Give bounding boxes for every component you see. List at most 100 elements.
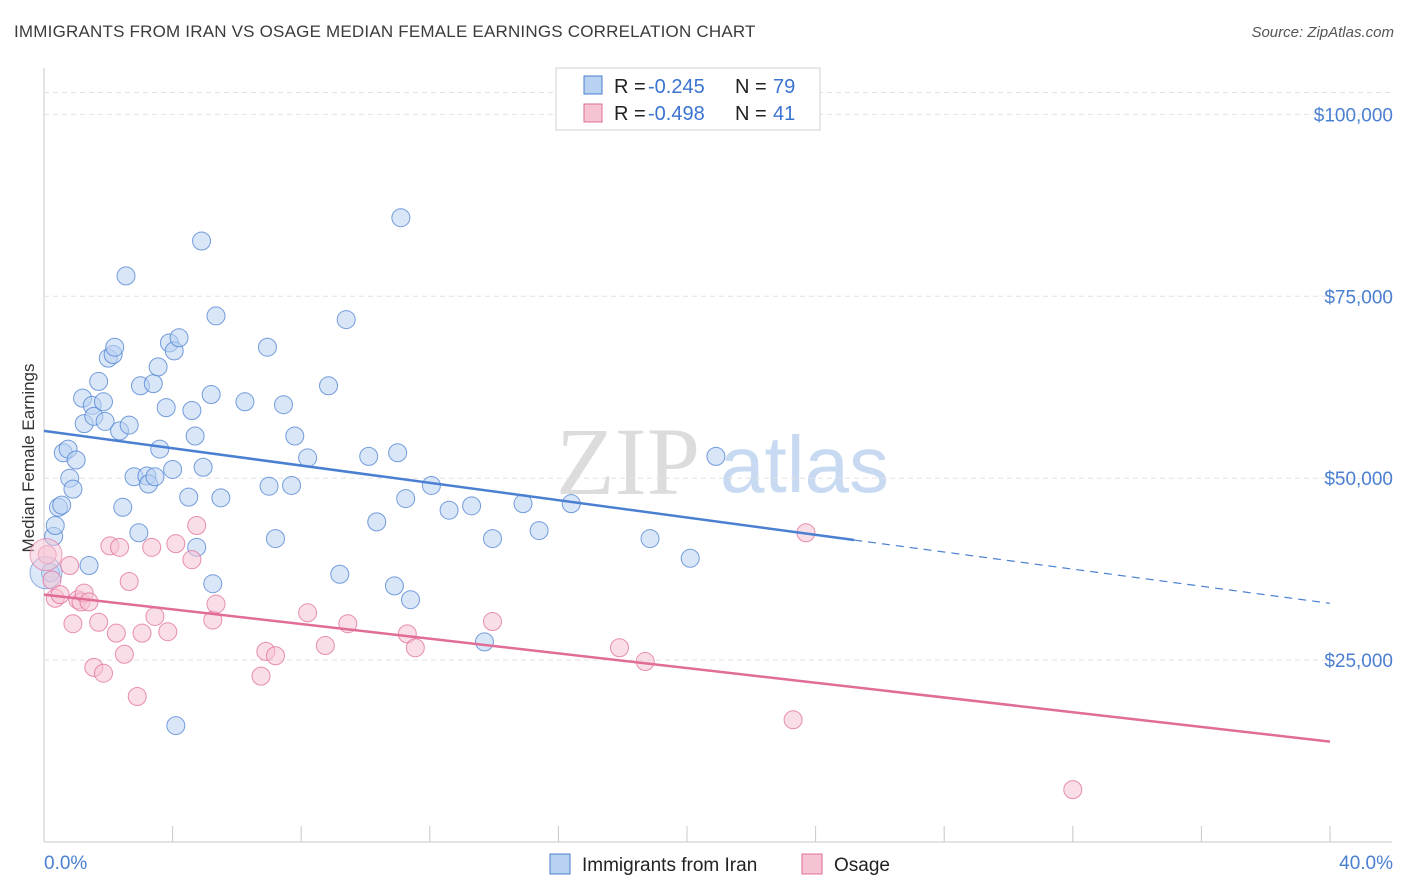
- watermark-zip: ZIP: [556, 408, 700, 515]
- iran-point: [274, 395, 294, 415]
- iran-point: [113, 497, 133, 517]
- iran-point: [384, 576, 404, 596]
- iran-point: [66, 450, 86, 470]
- iran-point: [79, 556, 99, 576]
- y-tick-label: $75,000: [1324, 287, 1393, 308]
- iran-point: [201, 385, 221, 405]
- osage-point: [1063, 780, 1083, 800]
- iran-point: [116, 266, 136, 286]
- y-tick-labels: $25,000 $50,000 $75,000 $100,000: [1314, 105, 1393, 672]
- osage-point: [127, 686, 147, 706]
- osage-point: [29, 538, 63, 572]
- source-label: Source: ZipAtlas.com: [1251, 24, 1394, 41]
- iran-point: [401, 590, 421, 610]
- legend-bottom: Immigrants from Iran Osage: [549, 853, 890, 876]
- chart-title: IMMIGRANTS FROM IRAN VS OSAGE MEDIAN FEM…: [14, 22, 756, 41]
- watermark-atlas: atlas: [720, 420, 889, 509]
- iran-point: [119, 415, 139, 435]
- osage-point: [298, 603, 318, 623]
- legend-n-value-1: 79: [773, 76, 795, 98]
- iran-point: [182, 401, 202, 421]
- iran-point: [282, 475, 302, 495]
- osage-point: [315, 636, 335, 656]
- osage-point: [187, 515, 207, 535]
- iran-point: [93, 392, 113, 412]
- iran-point: [482, 529, 502, 549]
- iran-point: [265, 529, 285, 549]
- osage-point: [145, 606, 165, 626]
- osage-point: [42, 570, 62, 590]
- osage-point: [251, 666, 271, 686]
- iran-point: [156, 398, 176, 418]
- bottom-swatch-osage: [801, 853, 823, 875]
- iran-point: [474, 632, 494, 652]
- iran-point: [257, 337, 277, 357]
- iran-point: [163, 459, 183, 479]
- legend-n-label-2: N =: [735, 103, 767, 125]
- iran-point: [235, 392, 255, 412]
- bottom-legend-iran: Immigrants from Iran: [582, 855, 757, 876]
- bottom-swatch-iran: [549, 853, 571, 875]
- x-tick-label-max: 40.0%: [1339, 853, 1393, 874]
- y-tick-label: $50,000: [1324, 469, 1393, 490]
- iran-point: [148, 357, 168, 377]
- osage-point: [482, 612, 502, 632]
- legend-swatch-iran: [583, 75, 603, 95]
- x-tick-label-min: 0.0%: [44, 853, 87, 874]
- series-iran-points: [29, 208, 726, 736]
- osage-point: [265, 646, 285, 666]
- osage-point: [609, 638, 629, 658]
- iran-point: [143, 374, 163, 394]
- iran-point: [462, 496, 482, 516]
- y-tick-label: $100,000: [1314, 105, 1393, 126]
- osage-point: [114, 644, 134, 664]
- bottom-legend-osage: Osage: [834, 855, 890, 876]
- iran-point: [330, 564, 350, 584]
- y-axis-label: Median Female Earnings: [19, 364, 38, 553]
- legend-r-label-2: R =: [614, 103, 646, 125]
- iran-point: [185, 426, 205, 446]
- osage-point: [182, 550, 202, 570]
- iran-point: [421, 475, 441, 495]
- iran-point: [203, 574, 223, 594]
- iran-point: [396, 489, 416, 509]
- iran-point: [359, 446, 379, 466]
- legend-n-label-1: N =: [735, 76, 767, 98]
- iran-point: [439, 500, 459, 520]
- osage-point: [63, 614, 83, 634]
- iran-point: [52, 495, 72, 515]
- osage-point: [166, 534, 186, 554]
- iran-point: [680, 548, 700, 568]
- osage-point: [93, 663, 113, 683]
- osage-point: [119, 572, 139, 592]
- iran-point: [95, 411, 115, 431]
- iran-point: [367, 512, 387, 532]
- osage-point: [106, 623, 126, 643]
- iran-point: [129, 523, 149, 543]
- iran-trend-line: [43, 429, 855, 542]
- iran-point: [169, 328, 189, 348]
- osage-point: [89, 612, 109, 632]
- osage-point: [206, 594, 226, 614]
- gridlines: [44, 92, 1392, 661]
- legend-top: R = -0.245 N = 79 R = -0.498 N = 41: [555, 67, 821, 131]
- iran-point: [706, 446, 726, 466]
- osage-point: [142, 537, 162, 557]
- iran-point: [89, 371, 109, 391]
- osage-point: [405, 638, 425, 658]
- iran-point: [206, 306, 226, 326]
- legend-r-value-1: -0.245: [648, 76, 705, 98]
- iran-point: [105, 337, 125, 357]
- iran-point: [63, 479, 83, 499]
- iran-point: [193, 457, 213, 477]
- iran-point: [640, 529, 660, 549]
- iran-point: [285, 426, 305, 446]
- legend-r-label-1: R =: [614, 76, 646, 98]
- trend-lines: [43, 429, 1331, 743]
- iran-point: [298, 448, 318, 468]
- iran-point: [145, 467, 165, 487]
- osage-point: [110, 537, 130, 557]
- osage-point: [783, 710, 803, 730]
- osage-point: [132, 623, 152, 643]
- iran-trend-extension: [854, 539, 1331, 604]
